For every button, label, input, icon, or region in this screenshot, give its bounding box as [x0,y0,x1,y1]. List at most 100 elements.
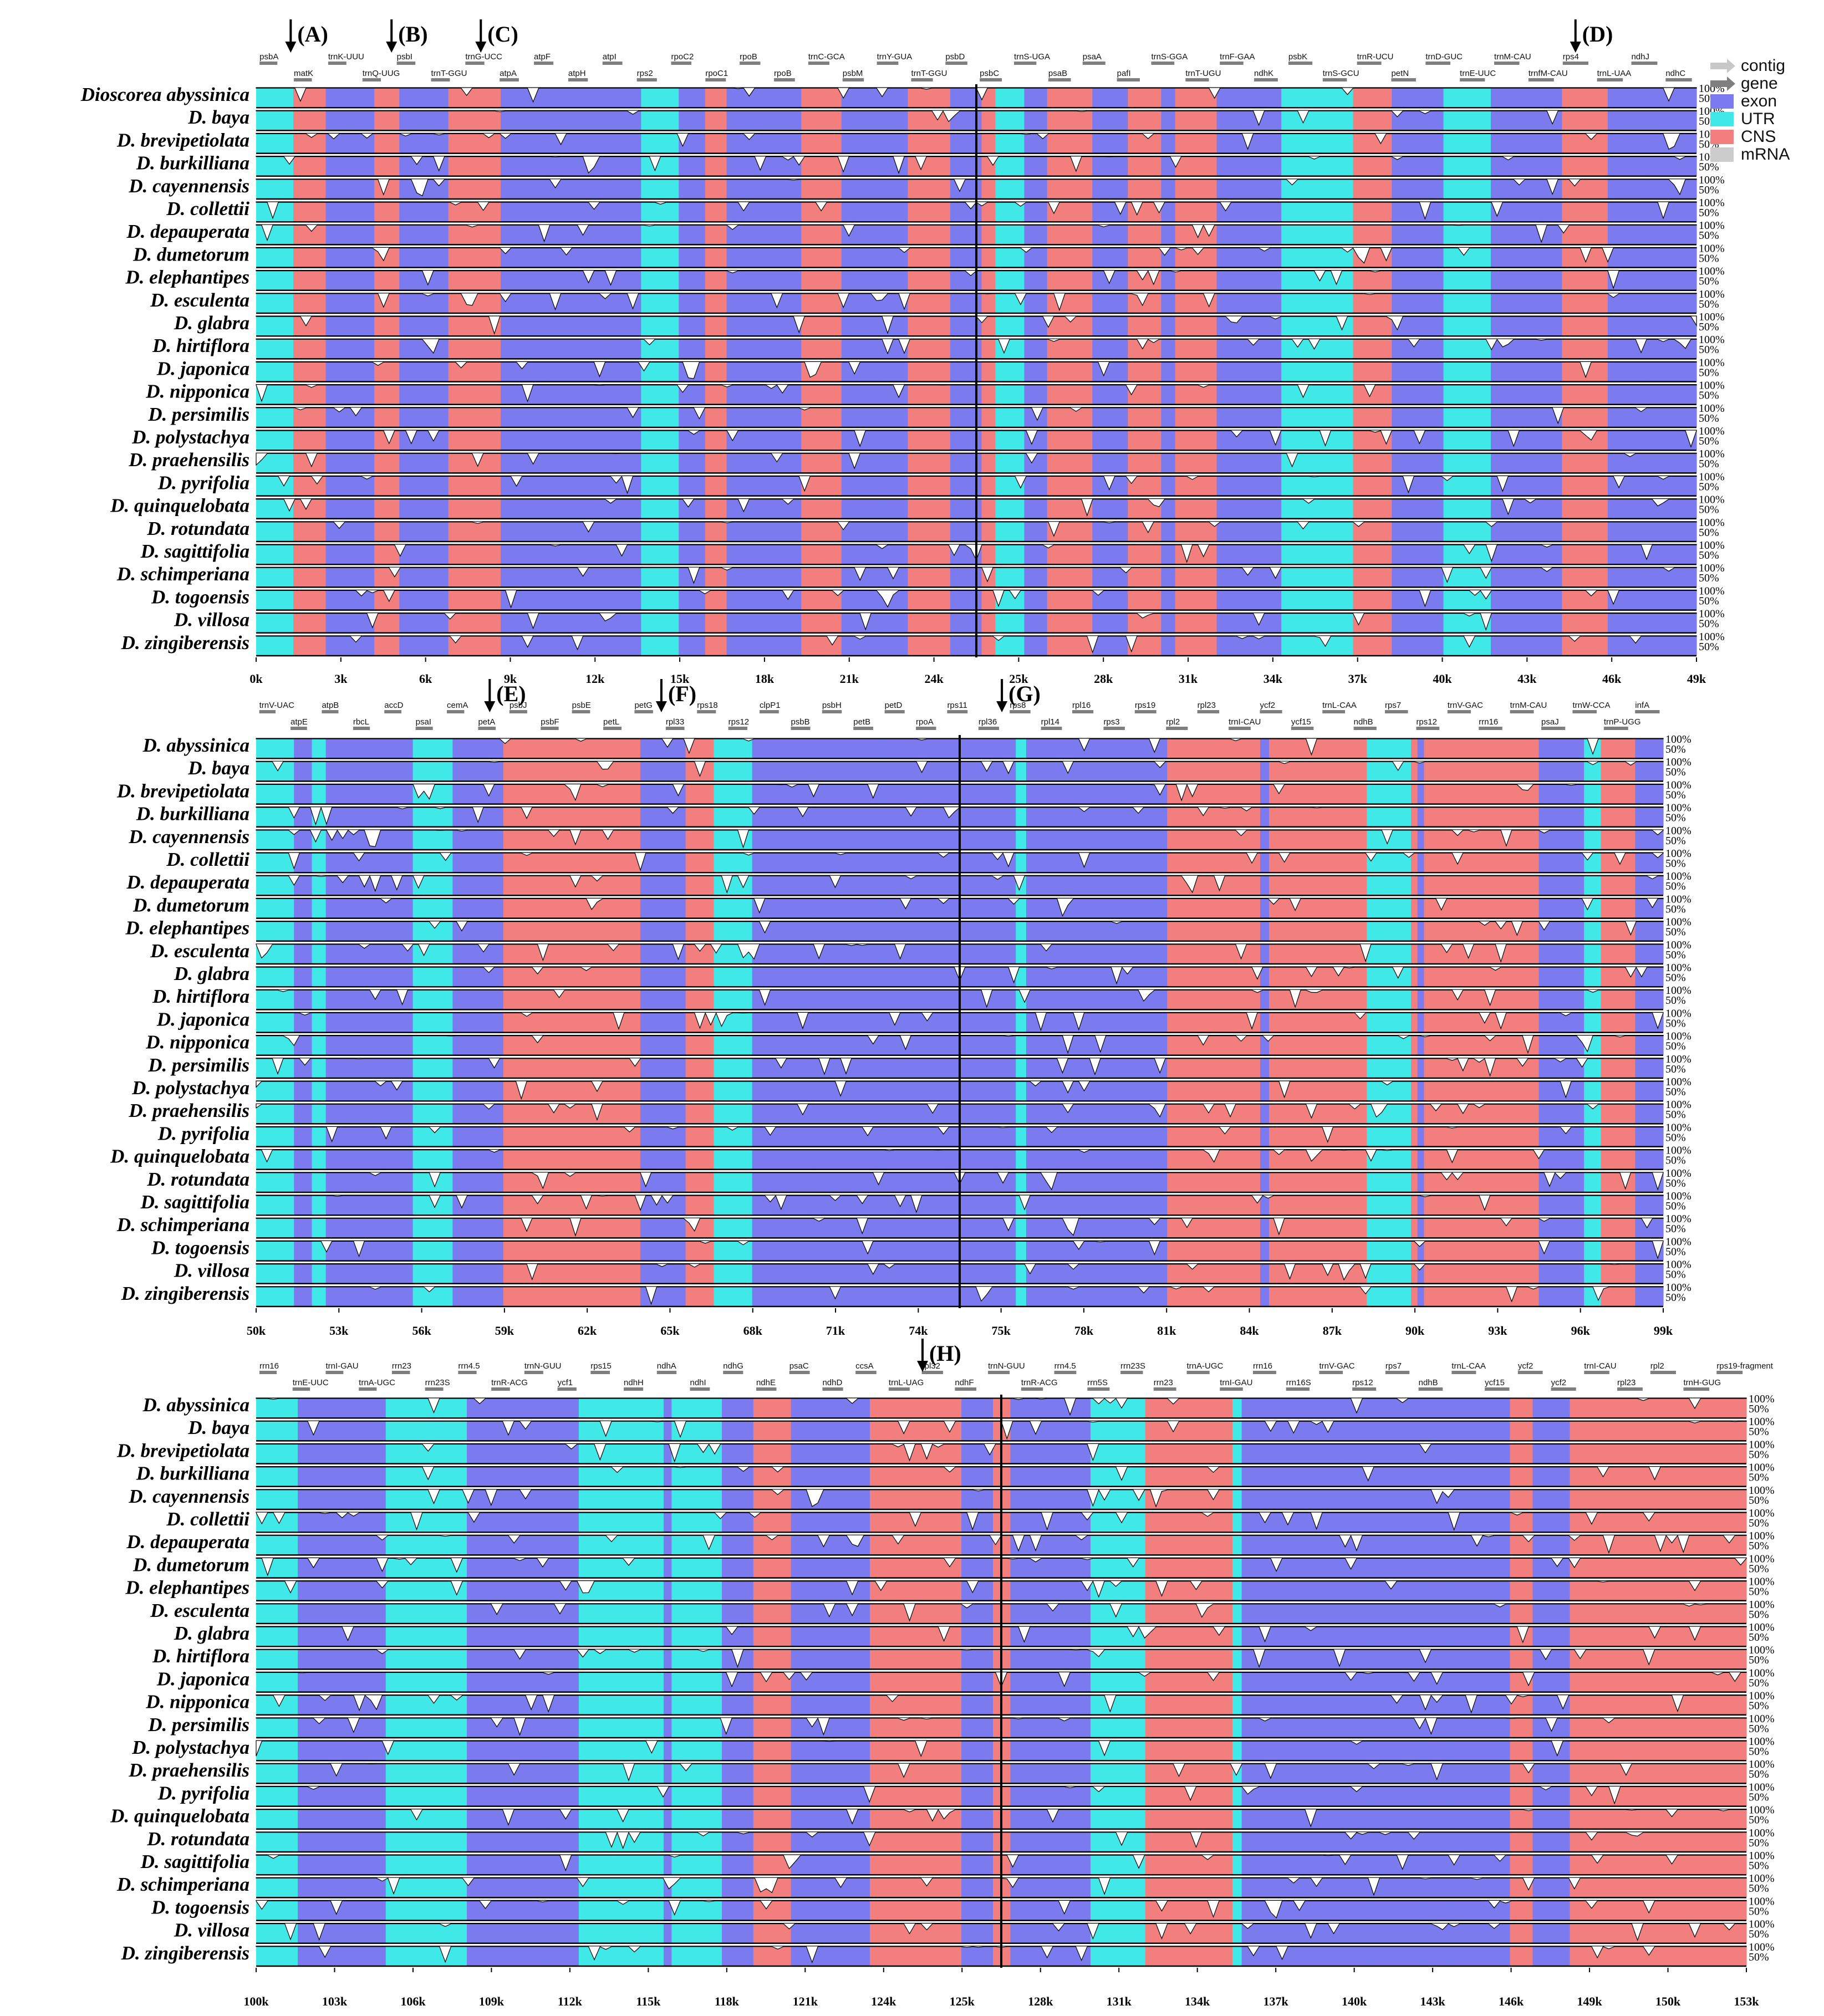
region-band [1040,1717,1091,1737]
region-band [685,1172,715,1192]
region-band [685,921,715,941]
region-band [256,361,294,381]
region-band [640,1104,659,1124]
region-band [256,1626,298,1646]
region-band [640,1012,659,1032]
region-band [798,1741,828,1760]
region-band [801,430,842,450]
region-band [950,202,966,222]
region-band [671,1763,722,1783]
y-label-top: 100% [1749,1850,1775,1862]
species-row: D. hirtiflora 100%50% [152,1644,1775,1670]
region-band [865,498,882,518]
region-band [547,1717,579,1737]
region-band [1158,1195,1168,1215]
legend-label: mRNA [1741,145,1790,164]
region-band [747,567,802,587]
region-band [965,498,972,518]
region-band [978,1035,1016,1055]
region-band [1532,1443,1571,1463]
species-label: D. glabra [174,312,249,334]
region-band [431,1443,467,1463]
region-band [1091,1831,1109,1851]
region-band [801,247,842,267]
region-band [1538,1263,1584,1283]
region-band [1045,829,1062,849]
region-band [671,1398,722,1418]
gene-label: psbE [572,701,591,710]
region-band [594,1195,641,1215]
region-band [1687,1717,1704,1737]
region-band [549,407,605,427]
region-band [256,1398,298,1418]
region-band [604,178,641,198]
gene-arrow [978,727,999,730]
region-band [726,544,748,564]
region-band [503,943,542,963]
region-band [1018,1809,1028,1829]
region-band [1016,898,1027,918]
region-band [256,544,294,564]
gene-label: psbK [1288,52,1307,62]
region-band [965,613,972,632]
region-band [995,521,1025,541]
region-band [1654,1081,1664,1101]
identity-trace [256,738,1664,756]
gene-arrow [1391,78,1416,81]
species-label: D. burkilliana [136,152,249,174]
region-band [1451,1649,1502,1669]
region-band [1424,967,1452,987]
region-band [1161,224,1176,244]
region-band [1145,1809,1194,1829]
region-band [1026,1172,1046,1192]
region-band [827,1626,835,1646]
region-band [412,1081,453,1101]
region-band [986,1809,993,1829]
region-band [1428,339,1444,359]
region-band [293,156,327,176]
region-band [880,1580,928,1600]
region-band [722,1580,754,1600]
region-band [986,1558,993,1578]
region-band [359,1263,385,1283]
region-band [1161,476,1176,496]
region-band [478,407,501,427]
species-label: D. esculenta [150,940,249,962]
region-band [1451,1218,1489,1238]
region-band [1428,453,1444,473]
region-band [961,1489,986,1509]
gene-label: psbJ [510,701,527,710]
region-band [501,339,551,359]
region-band [1635,829,1643,849]
region-band [834,1443,870,1463]
region-band [965,224,972,244]
region-band [1175,316,1217,336]
region-band [1281,498,1323,518]
region-band [1665,1900,1688,1920]
region-band [1369,1512,1424,1532]
gene-arrow [656,1371,677,1374]
region-band [658,989,686,1009]
species-label: D. dumetorum [133,1554,249,1575]
region-band [412,1218,453,1238]
region-band [747,88,802,108]
region-band [1417,1286,1425,1306]
region-band [1538,1035,1584,1055]
region-band [705,613,727,632]
region-band [663,1741,672,1760]
region-band [1045,1035,1062,1055]
region-band [1161,407,1176,427]
region-band [1369,1763,1424,1783]
region-band [1241,1672,1295,1692]
region-band [1417,1081,1425,1101]
region-band [1281,476,1323,496]
region-band [722,1877,754,1897]
y-label-top: 100% [1665,1282,1691,1294]
region-band [880,1672,928,1692]
region-band [1411,1149,1418,1169]
region-band [452,829,504,849]
region-band [753,1398,792,1418]
gene-label: ndhK [1254,69,1273,78]
region-band [1424,1149,1452,1169]
region-band [1443,407,1491,427]
